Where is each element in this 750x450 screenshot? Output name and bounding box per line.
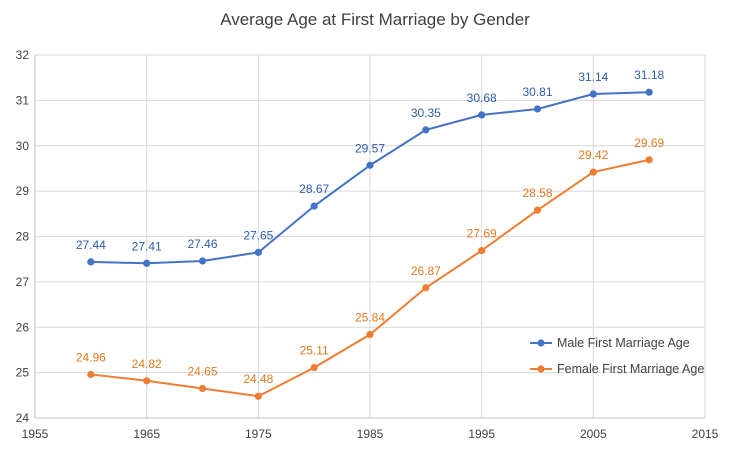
male-data-point [310, 202, 318, 210]
female-data-label: 26.87 [411, 264, 441, 278]
female-legend-marker [537, 365, 545, 373]
female-data-label: 25.11 [300, 344, 329, 358]
female-data-label: 24.96 [76, 350, 106, 364]
female-data-point [254, 392, 262, 400]
y-tick-label: 31 [16, 93, 30, 107]
x-tick-label: 1955 [22, 427, 49, 441]
male-data-point [254, 248, 262, 256]
male-data-point [87, 258, 95, 266]
y-tick-label: 28 [16, 230, 30, 244]
female-data-label: 25.84 [355, 311, 385, 325]
female-data-label: 28.58 [522, 186, 552, 200]
female-data-point [533, 206, 542, 214]
male-data-label: 31.14 [578, 70, 608, 84]
male-data-label: 27.65 [243, 228, 273, 242]
chart-title: Average Age at First Marriage by Gender [220, 10, 530, 29]
male-legend-label: Male First Marriage Age [557, 336, 690, 350]
male-data-label: 27.46 [187, 237, 217, 251]
female-data-label: 29.69 [634, 136, 664, 150]
x-tick-label: 1995 [468, 427, 495, 441]
x-tick-label: 2015 [692, 427, 719, 441]
female-data-point [589, 168, 597, 176]
female-data-label: 27.69 [467, 227, 497, 241]
x-tick-label: 1975 [245, 427, 272, 441]
male-data-label: 31.18 [634, 68, 664, 82]
male-data-point [533, 105, 542, 113]
male-data-point [589, 90, 597, 98]
female-data-label: 24.48 [243, 372, 273, 386]
male-data-point [422, 126, 430, 134]
female-data-point [366, 330, 374, 339]
y-tick-label: 32 [16, 48, 30, 62]
male-data-label: 29.57 [355, 141, 385, 155]
x-tick-label: 1985 [357, 427, 384, 441]
y-tick-label: 30 [16, 139, 30, 153]
legend: Male First Marriage Age Female First Marr… [530, 336, 704, 376]
female-data-label: 24.65 [187, 365, 217, 379]
y-tick-label: 27 [16, 275, 30, 289]
series-group [87, 88, 653, 400]
male-data-point [645, 88, 653, 96]
axes: 24 25 26 27 28 29 30 31 32 1955 1965 1975 1985 1995 20… [16, 48, 719, 441]
female-data-point [198, 384, 207, 393]
male-data-label: 30.68 [467, 91, 497, 105]
male-data-label: 30.35 [411, 106, 441, 120]
female-legend-label: Female First Marriage Age [557, 362, 704, 376]
x-tick-label: 1965 [133, 427, 160, 441]
male-data-label: 27.44 [76, 238, 106, 252]
male-legend-marker [537, 339, 545, 347]
female-data-point [143, 377, 151, 385]
female-data-point [645, 156, 653, 164]
male-data-point [198, 257, 207, 265]
female-data-point [478, 246, 486, 255]
female-data-label: 24.82 [132, 357, 162, 371]
male-data-label: 30.81 [522, 85, 552, 99]
y-tick-label: 26 [16, 320, 30, 334]
male-data-label: 27.41 [132, 239, 162, 253]
y-tick-label: 25 [16, 366, 30, 380]
male-data-point [143, 259, 151, 267]
male-data-label: 28.67 [299, 182, 329, 196]
male-data-point [478, 111, 486, 119]
female-data-point [87, 370, 95, 379]
female-data-point [310, 364, 318, 372]
male-data-point [366, 161, 374, 169]
x-tick-label: 2005 [580, 427, 607, 441]
female-data-point [422, 284, 430, 292]
data-labels: 27.44 27.41 27.46 27.65 28.67 29.57 30.35 30.68… [76, 68, 665, 386]
y-tick-label: 29 [16, 184, 30, 198]
y-tick-label: 24 [16, 411, 30, 425]
female-data-label: 29.42 [578, 148, 608, 162]
